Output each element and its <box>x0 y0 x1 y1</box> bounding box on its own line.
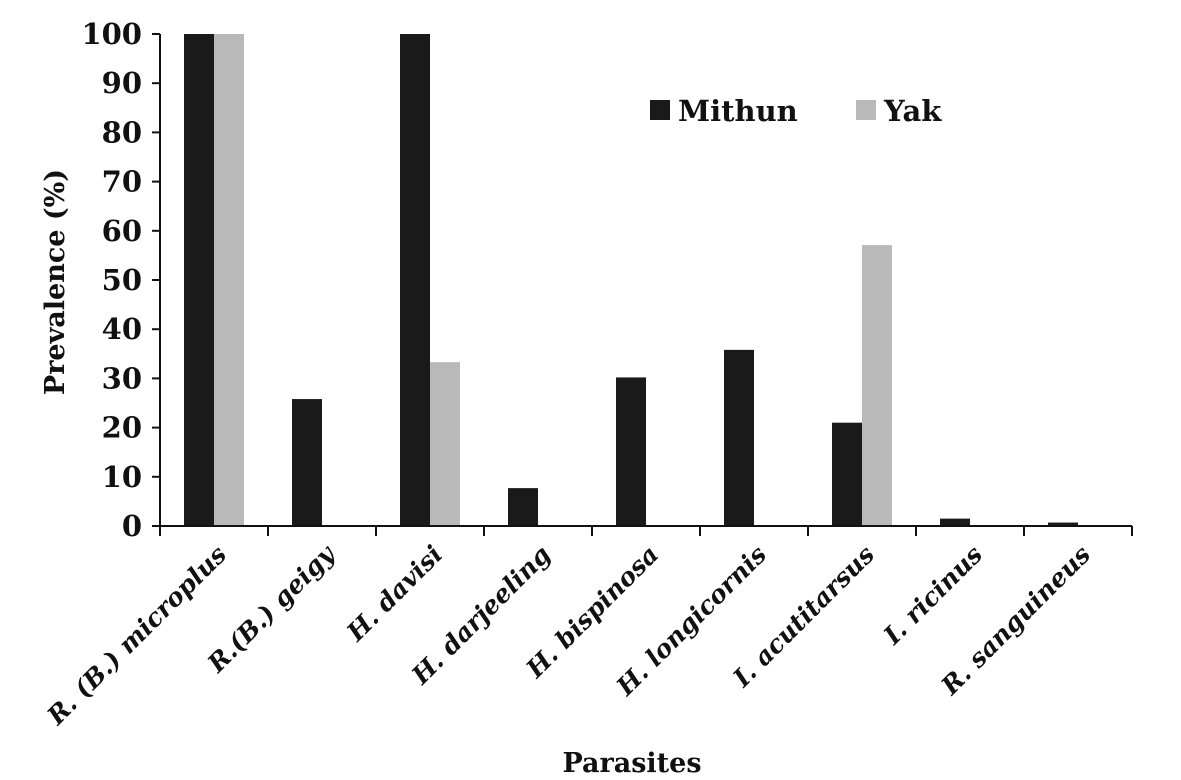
y-tick-label: 0 <box>122 509 142 543</box>
y-tick-label: 80 <box>102 115 142 149</box>
bar-mithun <box>832 422 862 526</box>
bar-mithun <box>508 488 538 526</box>
bar-mithun <box>292 399 322 526</box>
bars <box>184 34 1078 526</box>
bar-mithun <box>940 518 970 526</box>
legend-label-yak: Yak <box>883 94 942 128</box>
bar-yak <box>430 362 460 526</box>
y-tick-label: 70 <box>102 165 142 199</box>
x-tick-label: I. ricinus <box>877 540 988 651</box>
bar-mithun <box>184 34 214 526</box>
bar-yak <box>214 34 244 526</box>
legend-swatch-yak <box>856 100 876 120</box>
y-tick-label: 30 <box>102 361 142 395</box>
y-tick-label: 10 <box>102 460 142 494</box>
y-tick-label: 40 <box>102 312 142 346</box>
bar-mithun <box>616 377 646 526</box>
legend-swatch-mithun <box>650 100 670 120</box>
y-tick-label: 60 <box>102 214 142 248</box>
bar-mithun <box>724 349 754 526</box>
bar-mithun <box>1048 522 1078 526</box>
y-tick-label: 20 <box>102 411 142 445</box>
y-axis-title: Prevalence (%) <box>40 169 71 395</box>
legend: Mithun Yak <box>650 94 942 128</box>
y-tick-label: 100 <box>81 17 142 51</box>
legend-label-mithun: Mithun <box>678 94 798 128</box>
x-tick-label: H. davisi <box>341 540 449 648</box>
bar-yak <box>862 245 892 526</box>
x-axis-title: Parasites <box>562 748 701 779</box>
bar-mithun <box>400 34 430 526</box>
y-axis-ticks: 0 10 20 30 40 50 60 70 80 90 100 <box>81 17 160 543</box>
y-tick-label: 90 <box>102 66 142 100</box>
y-tick-label: 50 <box>102 263 142 297</box>
x-tick-label: R. (B.) microplus <box>41 540 232 731</box>
